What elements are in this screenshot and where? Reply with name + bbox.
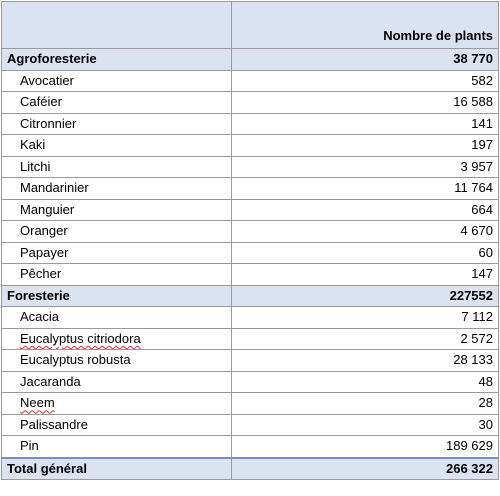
grand-total-label: Total général [1, 456, 232, 480]
table-row: Oranger 4 670 [1, 220, 499, 243]
group-total: 227552 [231, 284, 499, 307]
row-label: Manguier [1, 198, 232, 221]
row-value: 189 629 [231, 435, 499, 458]
header-row: Nombre de plants [1, 1, 499, 49]
table-row: Litchi 3 957 [1, 155, 499, 178]
group-label: Agroforesterie [1, 48, 232, 71]
row-label: Avocatier [1, 69, 232, 92]
row-label: Litchi [1, 155, 232, 178]
row-value: 582 [231, 69, 499, 92]
row-label: Pin [1, 435, 232, 458]
table-row: Acacia 7 112 [1, 306, 499, 329]
table-row: Citronnier 141 [1, 112, 499, 135]
plants-table: Nombre de plants Agroforesterie 38 770 A… [1, 1, 499, 480]
group-row-agroforesterie: Agroforesterie 38 770 [1, 48, 499, 71]
table-row: Jacaranda 48 [1, 370, 499, 393]
row-label: Palissandre [1, 413, 232, 436]
table-row: Eucalyptus citriodora 2 572 [1, 327, 499, 350]
row-value: 141 [231, 112, 499, 135]
row-value: 4 670 [231, 220, 499, 243]
row-label-text: Eucalyptus citriodora [20, 330, 141, 346]
group-label: Foresterie [1, 284, 232, 307]
row-value: 11 764 [231, 177, 499, 200]
group-total: 38 770 [231, 48, 499, 71]
row-value: 48 [231, 370, 499, 393]
table-row: Papayer 60 [1, 241, 499, 264]
table-row: Pêcher 147 [1, 263, 499, 286]
row-label: Caféier [1, 91, 232, 114]
row-label: Eucalyptus robusta [1, 349, 232, 372]
row-value: 60 [231, 241, 499, 264]
row-label: Neem [1, 392, 232, 415]
table-row: Palissandre 30 [1, 413, 499, 436]
row-label: Papayer [1, 241, 232, 264]
row-label: Eucalyptus citriodora [1, 327, 232, 350]
row-value: 7 112 [231, 306, 499, 329]
row-value: 28 [231, 392, 499, 415]
row-label-text: Neem [20, 395, 55, 411]
row-value: 3 957 [231, 155, 499, 178]
grand-total-row: Total général 266 322 [1, 456, 499, 480]
table-row: Kaki 197 [1, 134, 499, 157]
row-label: Acacia [1, 306, 232, 329]
header-cell-label [1, 1, 232, 49]
table-row: Eucalyptus robusta 28 133 [1, 349, 499, 372]
row-value: 197 [231, 134, 499, 157]
row-label: Kaki [1, 134, 232, 157]
table-row: Neem 28 [1, 392, 499, 415]
grand-total-value: 266 322 [231, 456, 499, 480]
row-value: 16 588 [231, 91, 499, 114]
table-row: Caféier 16 588 [1, 91, 499, 114]
row-value: 30 [231, 413, 499, 436]
table-row: Avocatier 582 [1, 69, 499, 92]
table-row: Manguier 664 [1, 198, 499, 221]
table-row: Pin 189 629 [1, 435, 499, 458]
table-row: Mandarinier 11 764 [1, 177, 499, 200]
header-cell-count: Nombre de plants [231, 1, 499, 49]
row-label: Pêcher [1, 263, 232, 286]
row-value: 2 572 [231, 327, 499, 350]
row-value: 147 [231, 263, 499, 286]
row-label: Oranger [1, 220, 232, 243]
row-label: Citronnier [1, 112, 232, 135]
row-value: 664 [231, 198, 499, 221]
row-label: Jacaranda [1, 370, 232, 393]
group-row-foresterie: Foresterie 227552 [1, 284, 499, 307]
row-value: 28 133 [231, 349, 499, 372]
row-label: Mandarinier [1, 177, 232, 200]
